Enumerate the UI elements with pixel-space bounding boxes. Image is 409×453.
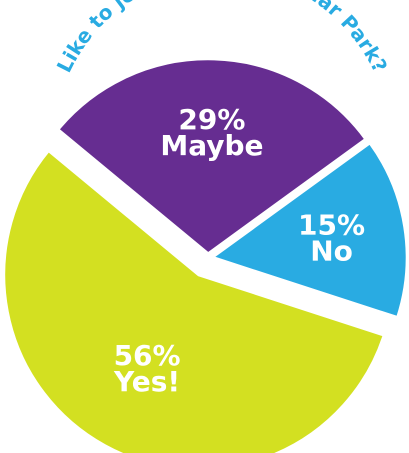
slice-label-yes: 56% Yes! (113, 339, 181, 398)
slice-category: No (310, 234, 353, 267)
slice-category: Maybe (160, 129, 263, 162)
slice-category: Yes! (113, 365, 180, 398)
